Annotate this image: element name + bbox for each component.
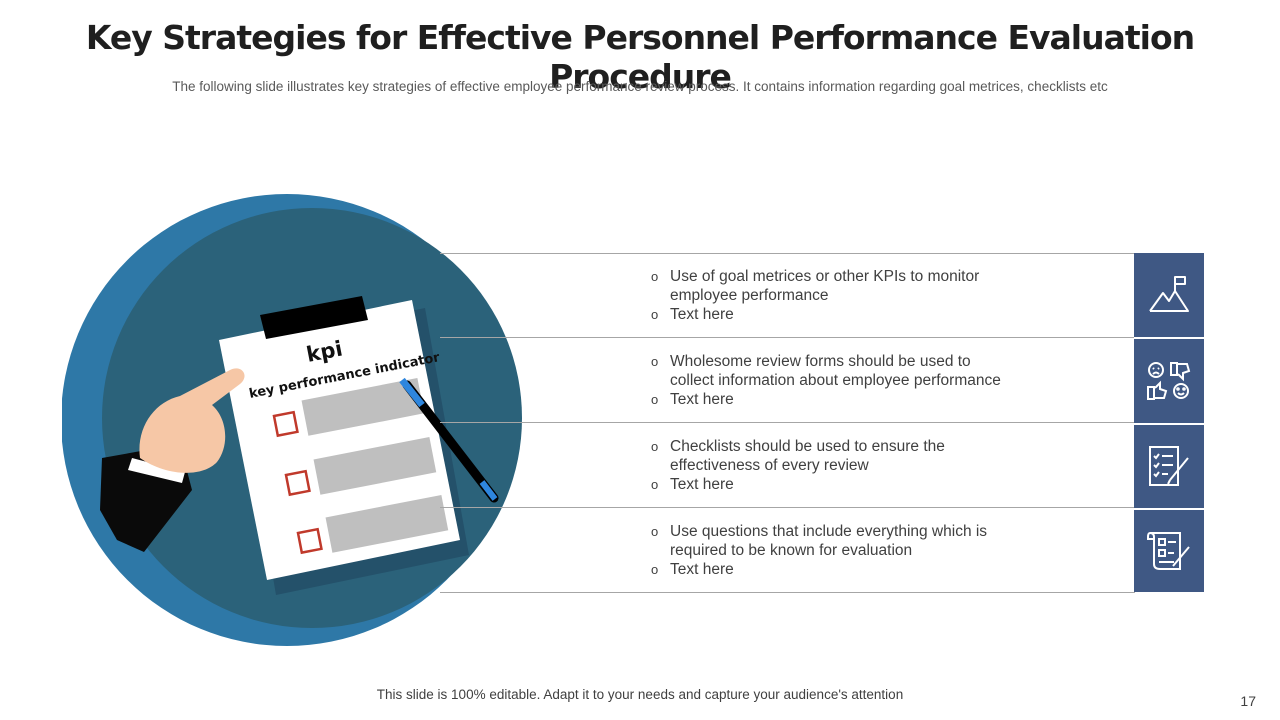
- divider-line: [440, 253, 1135, 254]
- text-placeholder-bar: [301, 377, 425, 436]
- checklist-pen-icon: [1134, 425, 1204, 509]
- strategy-placeholder: Text here: [650, 475, 1120, 494]
- divider-line: [440, 592, 1135, 593]
- footer-note: This slide is 100% editable. Adapt it to…: [376, 687, 904, 702]
- icon-separator: [1134, 423, 1204, 425]
- strategy-line-1: Wholesome review forms should be used to: [670, 353, 971, 370]
- checkbox: [272, 410, 299, 438]
- text-placeholder-bar: [313, 436, 437, 495]
- page-title: Key Strategies for Effective Personnel P…: [85, 18, 1195, 96]
- strategy-item-goal-metrics: Use of goal metrices or other KPIs to mo…: [650, 267, 1120, 324]
- strategy-line-2: collect information about employee perfo…: [670, 372, 1001, 389]
- strategy-bullet: Checklists should be used to ensure the …: [650, 437, 1120, 475]
- checkbox: [284, 469, 311, 497]
- icon-bar: [1134, 253, 1204, 592]
- page-number: 17: [1240, 693, 1256, 709]
- feedback-faces-thumbs-icon: [1134, 339, 1204, 423]
- icon-separator: [1134, 337, 1204, 339]
- strategy-bullet: Use questions that include everything wh…: [650, 522, 1120, 560]
- divider-line: [440, 507, 1135, 508]
- strategy-placeholder: Text here: [650, 560, 1120, 579]
- icon-separator: [1134, 508, 1204, 510]
- strategy-line-1: Use questions that include everything wh…: [670, 523, 988, 540]
- strategy-item-review-forms: Wholesome review forms should be used to…: [650, 352, 1120, 409]
- strategy-placeholder: Text here: [650, 390, 1120, 409]
- checkbox: [296, 527, 323, 555]
- strategy-line-2: required to be known for evaluation: [670, 542, 913, 559]
- pen-icon: [399, 377, 499, 503]
- questionnaire-scroll-icon: [1134, 510, 1204, 594]
- strategy-placeholder: Text here: [650, 305, 1120, 324]
- divider-line: [440, 422, 1135, 423]
- strategy-line-1: Checklists should be used to ensure the: [670, 438, 945, 455]
- strategy-line-2: effectiveness of every review: [670, 457, 869, 474]
- kpi-clipboard-illustration: kpi key performance indicator: [62, 194, 522, 646]
- strategy-item-questions: Use questions that include everything wh…: [650, 522, 1120, 579]
- strategy-line-2: employee performance: [670, 287, 829, 304]
- strategy-line-1: Use of goal metrices or other KPIs to mo…: [670, 268, 980, 285]
- pointing-hand-icon: [100, 368, 245, 552]
- mountain-flag-icon: [1134, 253, 1204, 337]
- text-placeholder-bar: [325, 494, 449, 553]
- clipboard: kpi key performance indicator: [219, 296, 460, 580]
- strategy-item-checklists: Checklists should be used to ensure the …: [650, 437, 1120, 494]
- divider-line: [440, 337, 1135, 338]
- page-subtitle: The following slide illustrates key stra…: [172, 79, 1108, 94]
- strategy-bullet: Wholesome review forms should be used to…: [650, 352, 1120, 390]
- strategy-bullet: Use of goal metrices or other KPIs to mo…: [650, 267, 1120, 305]
